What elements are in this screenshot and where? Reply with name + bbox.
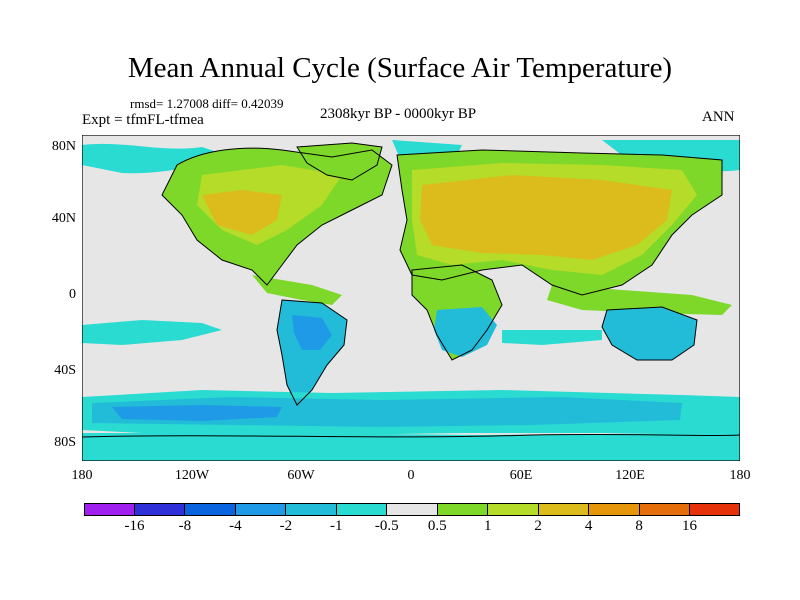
world-map [82, 135, 740, 461]
stats-line: rmsd= 1.27008 diff= 0.42039 [130, 96, 284, 111]
colorbar-label: -0.5 [374, 518, 399, 534]
colorbar-cell [488, 503, 539, 516]
lon-label-180w: 180 [71, 468, 93, 483]
lon-label-120w: 120W [174, 468, 210, 483]
colorbar-cell [437, 503, 489, 516]
colorbar-label: -1 [330, 518, 343, 534]
colorbar-label: 8 [635, 518, 643, 534]
colorbar-cell [690, 503, 740, 516]
colorbar-label: 4 [584, 518, 593, 534]
experiment-label: Expt = tfmFL-tfmea [82, 112, 204, 128]
southern-ocean-cool-core [112, 405, 282, 421]
north-america-warm-core [202, 190, 282, 235]
colorbar-cell [538, 503, 590, 516]
caribbean-green-band [252, 275, 342, 305]
colorbar-label: 1 [483, 518, 492, 534]
southern-ocean-blue [92, 397, 682, 427]
colorbar-cell [387, 503, 438, 516]
lat-label-0: 0 [69, 287, 76, 302]
colorbar-cell [589, 503, 640, 516]
colorbar-label: -8 [178, 518, 192, 534]
lon-label-0: 0 [407, 468, 415, 483]
period-label: 2308kyr BP - 0000kyr BP [320, 106, 477, 122]
antarctica-cyan [82, 433, 740, 461]
colorbar-label: 0.5 [427, 518, 447, 534]
colorbar-cell [639, 503, 691, 516]
colorbar-cell [336, 503, 388, 516]
eurasia-warm-core [420, 175, 672, 260]
colorbar-label: -4 [229, 518, 242, 534]
season-label: ANN [702, 109, 735, 125]
lat-label-80s: 80S [54, 435, 76, 450]
lon-label-120e: 120E [615, 468, 645, 483]
colorbar-cell [185, 503, 236, 516]
south-pacific-cyan [82, 320, 222, 345]
colorbar-label: -16 [124, 518, 145, 534]
colorbar-label: -2 [279, 518, 293, 534]
lon-label-60w: 60W [287, 468, 315, 483]
lat-label-40s: 40S [54, 363, 76, 378]
colorbar-cell [84, 503, 135, 516]
south-indian-cyan [502, 330, 602, 345]
colorbar-label: 16 [682, 518, 698, 534]
colorbar [84, 503, 740, 516]
south-america-cool-core [292, 315, 332, 350]
lon-label-60e: 60E [509, 468, 533, 483]
chart-title: Mean Annual Cycle (Surface Air Temperatu… [127, 52, 673, 84]
colorbar-cell [134, 503, 186, 516]
lat-label-80n: 80N [51, 139, 76, 154]
australia-blue [602, 307, 697, 360]
colorbar-cell [235, 503, 287, 516]
southern-africa-blue [434, 307, 497, 357]
colorbar-label: 2 [534, 518, 542, 534]
lon-label-180e: 180 [729, 468, 751, 483]
colorbar-cell [286, 503, 337, 516]
coastlines [82, 142, 740, 438]
lat-label-40n: 40N [51, 211, 76, 226]
